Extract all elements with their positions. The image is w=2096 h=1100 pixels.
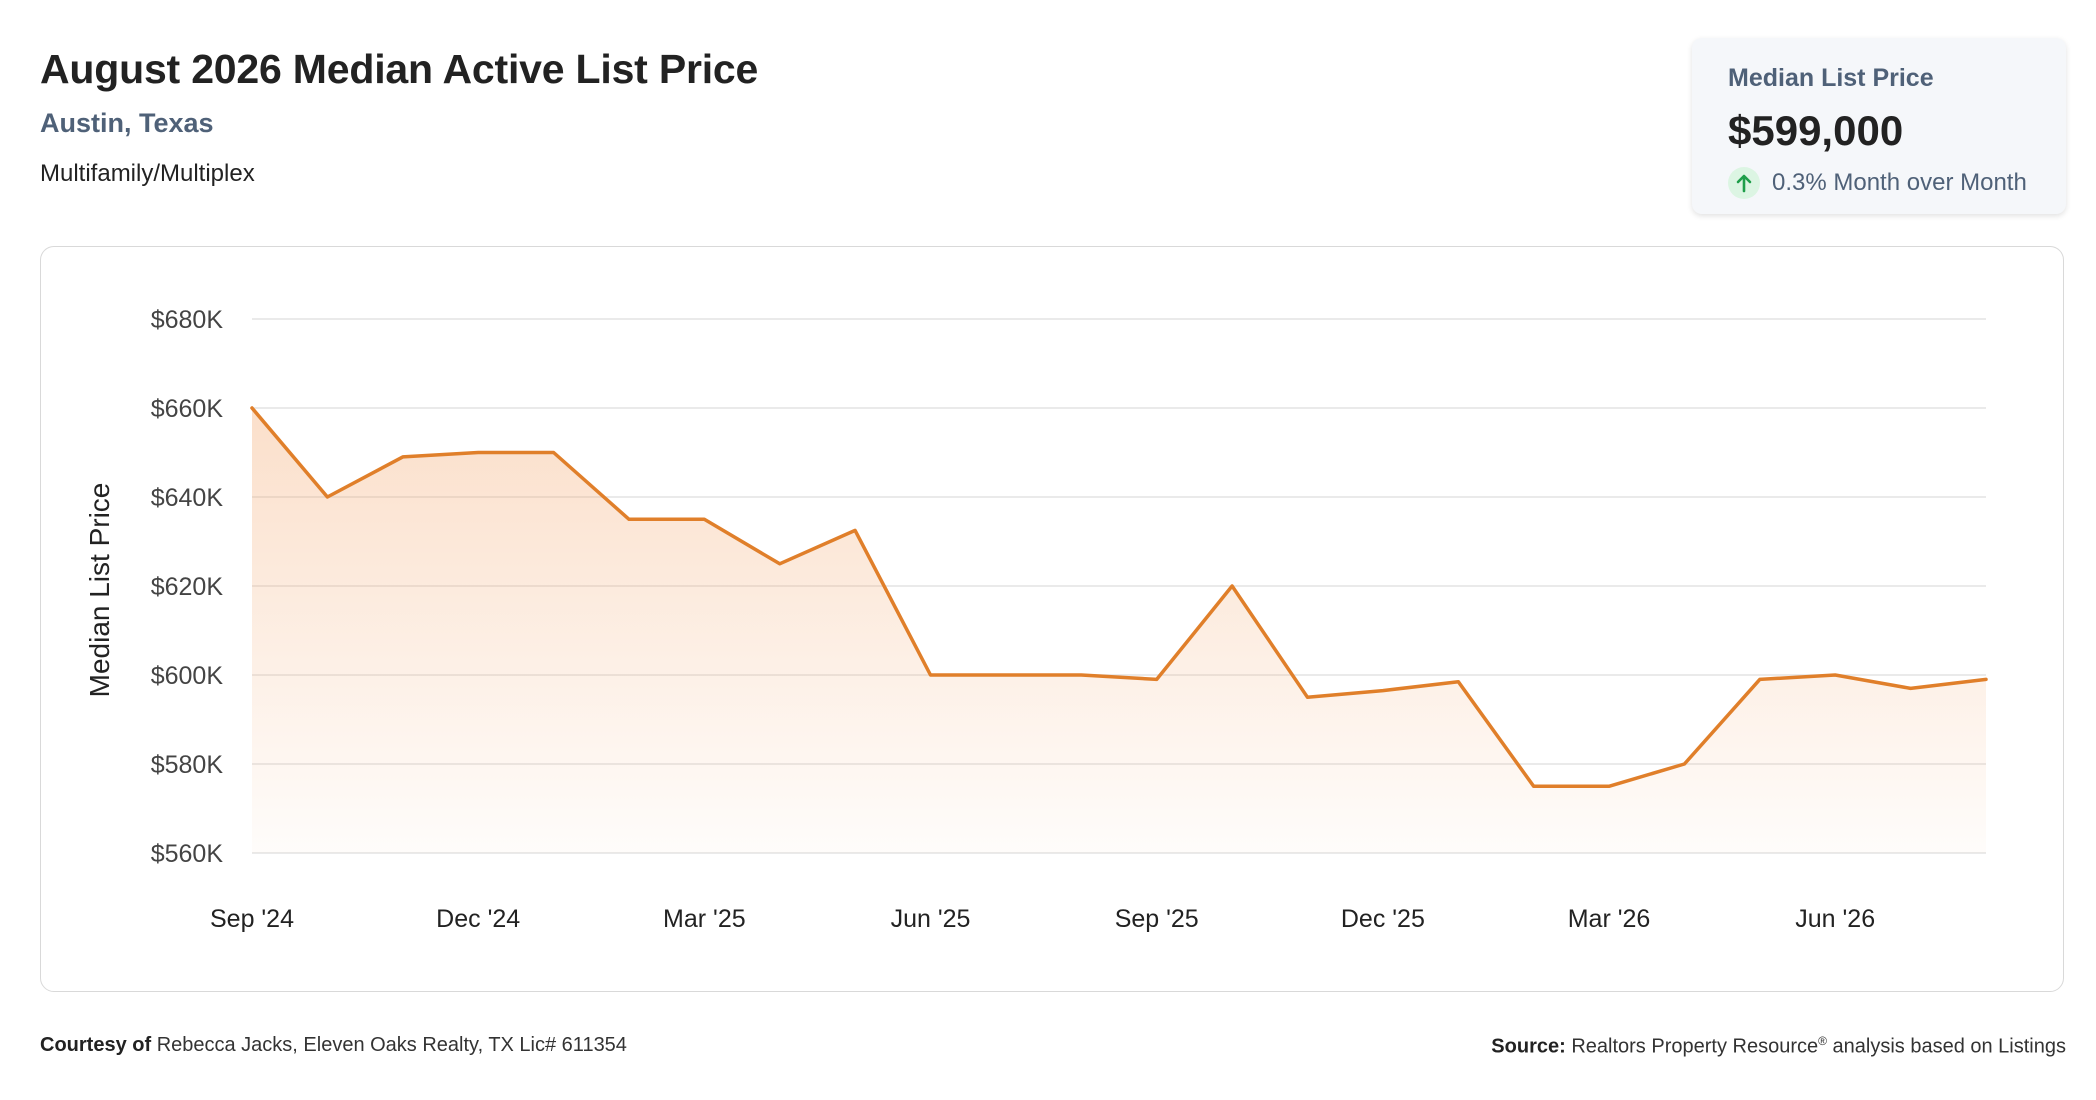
area-fill-path xyxy=(252,408,1986,853)
x-tick-label: Dec '24 xyxy=(436,905,520,933)
page-title: August 2026 Median Active List Price xyxy=(40,46,759,92)
y-tick-label: $620K xyxy=(151,573,224,601)
y-tick-label: $640K xyxy=(151,484,224,512)
source-rest: analysis based on Listings xyxy=(1832,1035,2066,1058)
stat-change-text: 0.3% Month over Month xyxy=(1772,169,2027,196)
y-tick-label: $560K xyxy=(151,840,224,868)
x-axis-ticks: Sep '24 Dec '24 Mar '25 Jun '25 Sep '25 Dec '… xyxy=(210,905,1875,933)
y-axis-ticks: $560K $580K $600K $620K $640K $660K $680K xyxy=(151,306,224,868)
median-price-stat-card: Median List Price $599,000 0.3% Month ov… xyxy=(1692,38,2066,214)
source-label: Source: xyxy=(1491,1035,1566,1058)
x-tick-label: Sep '25 xyxy=(1115,905,1199,933)
property-type-label: Multifamily/Multiplex xyxy=(40,160,255,187)
y-axis-label: Median List Price xyxy=(84,483,115,698)
y-tick-label: $580K xyxy=(151,751,224,779)
x-tick-label: Jun '26 xyxy=(1795,905,1875,933)
y-tick-label: $660K xyxy=(151,395,224,423)
area-fill xyxy=(252,408,1986,853)
courtesy-label: Courtesy of xyxy=(40,1034,152,1056)
courtesy-footer: Courtesy of Rebecca Jacks, Eleven Oaks R… xyxy=(40,1034,627,1057)
arrow-up-icon xyxy=(1728,167,1760,199)
y-tick-label: $600K xyxy=(151,662,224,690)
chart-card: $560K $580K $600K $620K $640K $660K $680K Sep … xyxy=(40,246,2064,992)
stat-label: Median List Price xyxy=(1728,64,1934,92)
stat-change-row: 0.3% Month over Month xyxy=(1728,167,2066,199)
x-tick-label: Mar '26 xyxy=(1568,905,1651,933)
location-subtitle: Austin, Texas xyxy=(40,108,214,138)
median-price-chart: $560K $580K $600K $620K $640K $660K $680K Sep … xyxy=(84,306,1988,933)
x-tick-label: Jun '25 xyxy=(891,905,971,933)
source-name: Realtors Property Resource xyxy=(1571,1035,1819,1058)
x-tick-label: Dec '25 xyxy=(1341,905,1425,933)
stat-value: $599,000 xyxy=(1728,107,1904,154)
source-footer: Source: Realtors Property Resource® anal… xyxy=(1491,1034,2066,1059)
y-tick-label: $680K xyxy=(151,306,224,334)
registered-mark: ® xyxy=(1818,1034,1827,1048)
x-tick-label: Sep '24 xyxy=(210,905,294,933)
series-line xyxy=(250,406,1988,789)
courtesy-text: Rebecca Jacks, Eleven Oaks Realty, TX Li… xyxy=(156,1034,627,1056)
median-price-line xyxy=(250,406,1988,789)
x-tick-label: Mar '25 xyxy=(663,905,746,933)
